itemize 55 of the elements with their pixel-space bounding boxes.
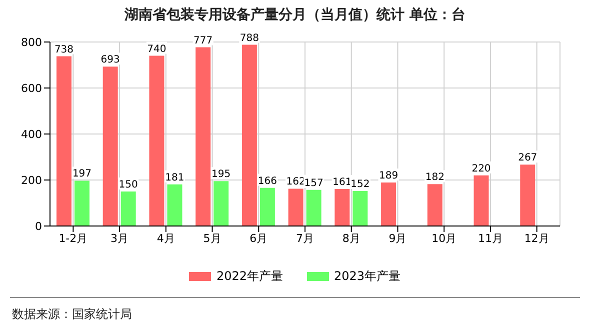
data-label: 738 (54, 44, 74, 56)
bar (196, 47, 211, 226)
legend-label: 2022年产量 (216, 268, 283, 285)
bar (56, 56, 72, 226)
bar (149, 56, 164, 226)
legend-label: 2023年产量 (334, 268, 401, 285)
bar (306, 190, 322, 226)
x-tick-label: 6月 (250, 232, 268, 245)
x-tick-label: 7月 (296, 232, 314, 245)
data-label: 181 (165, 172, 184, 184)
bar (352, 191, 368, 226)
bar (474, 175, 489, 226)
y-tick-label: 0 (35, 220, 42, 233)
x-tick-label: 11月 (478, 232, 503, 245)
x-tick-label: 5月 (203, 232, 222, 245)
data-label: 693 (100, 54, 120, 66)
bar (520, 164, 536, 226)
bar (381, 182, 396, 226)
data-label: 161 (332, 176, 352, 188)
y-tick-label: 800 (21, 36, 42, 49)
x-tick-label: 3月 (110, 232, 129, 245)
bar (167, 184, 182, 226)
y-tick-label: 200 (21, 174, 42, 187)
x-tick-label: 9月 (388, 232, 407, 245)
bar (120, 192, 136, 226)
data-label: 220 (472, 163, 491, 174)
data-label: 195 (212, 169, 231, 180)
bar (102, 66, 118, 226)
y-tick-label: 400 (21, 128, 42, 141)
data-label: 740 (147, 44, 166, 55)
data-label: 777 (194, 35, 213, 46)
bar (427, 184, 442, 226)
x-tick-label: 4月 (156, 232, 175, 245)
y-tick-label: 600 (21, 82, 42, 95)
data-label: 197 (72, 168, 92, 180)
bar (288, 188, 304, 226)
x-tick-label: 8月 (342, 232, 360, 245)
bar (334, 188, 350, 226)
data-label: 182 (425, 172, 444, 184)
bar (242, 44, 257, 226)
data-label: 166 (258, 176, 277, 187)
x-tick-label: 1-2月 (58, 232, 88, 245)
data-label: 157 (304, 178, 324, 189)
x-tick-label: 12月 (524, 232, 550, 245)
data-label: 267 (518, 152, 538, 164)
bar (74, 180, 90, 226)
data-label: 150 (118, 180, 138, 190)
source-note: 数据来源：国家统计局 (12, 306, 132, 323)
data-label: 152 (350, 179, 370, 190)
x-tick-label: 10月 (432, 232, 457, 245)
bar (214, 181, 229, 226)
chart-title: 湖南省包装专用设备产量分月（当月值）统计 单位：台 (124, 6, 466, 24)
bar (260, 188, 275, 226)
data-label: 788 (240, 32, 259, 44)
data-label: 189 (378, 170, 398, 182)
